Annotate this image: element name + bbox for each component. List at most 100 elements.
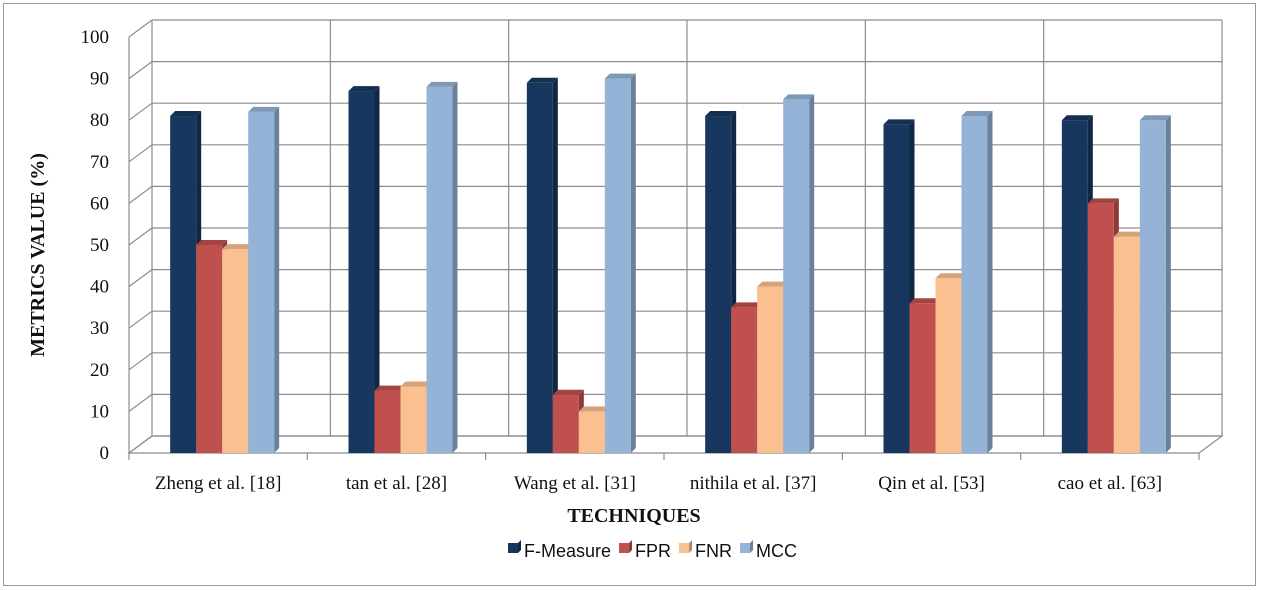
- legend-item: FPR: [619, 540, 671, 561]
- bar-front: [731, 307, 758, 453]
- y-tick-label: 100: [81, 27, 110, 48]
- x-axis-ticks: Zheng et al. [18] tan et al. [28] Wang et …: [155, 473, 1162, 494]
- legend-swatch-side: [518, 540, 521, 553]
- bar-front: [348, 91, 375, 453]
- bar-front: [1061, 120, 1088, 453]
- bar-side: [374, 86, 380, 453]
- bar-top: [731, 302, 763, 308]
- legend: F-Measure FPR FNR MCC: [508, 540, 797, 561]
- y-tick-label: 30: [90, 318, 109, 339]
- bar-top: [757, 281, 789, 287]
- bar-fnr: [222, 244, 254, 453]
- bar-front: [1139, 120, 1166, 453]
- bar-top: [961, 111, 993, 117]
- bar-front: [400, 386, 427, 453]
- bar-front: [248, 111, 275, 453]
- bar-f-measure: [526, 77, 558, 453]
- bar-side: [809, 94, 815, 454]
- grid-layer: [127, 19, 1224, 460]
- legend-swatch-side: [750, 540, 754, 553]
- gridline-side: [128, 61, 153, 80]
- bar-mcc: [961, 111, 993, 453]
- bar-top: [1113, 231, 1145, 237]
- bars-layer: [170, 73, 1171, 454]
- bar-front: [1113, 236, 1140, 453]
- y-axis-title: METRICS VALUE (%): [27, 153, 49, 357]
- bar-side: [987, 111, 993, 453]
- bar-mcc: [426, 81, 458, 454]
- bar-front: [1087, 203, 1114, 453]
- bar-front: [170, 116, 197, 453]
- legend-swatch: [508, 543, 518, 553]
- bar-front: [783, 99, 810, 454]
- legend-swatch-side: [629, 540, 633, 553]
- y-tick-label: 80: [90, 110, 109, 131]
- bar-front: [196, 245, 223, 453]
- y-tick-label: 10: [90, 401, 109, 422]
- bar-side: [452, 81, 458, 454]
- bar-front: [909, 303, 936, 453]
- legend-swatch: [619, 543, 630, 553]
- bar-side: [552, 77, 558, 453]
- gridline-side: [128, 227, 153, 246]
- legend-label: MCC: [756, 541, 797, 561]
- gridline-side: [128, 435, 153, 454]
- bar-front: [757, 286, 784, 453]
- x-tick-label: cao et al. [63]: [1058, 473, 1162, 494]
- bar-front: [426, 86, 453, 454]
- bar-top: [400, 381, 432, 387]
- bar-top: [552, 389, 584, 395]
- gridline-side: [128, 352, 153, 371]
- y-tick-label: 40: [90, 277, 109, 298]
- bar-front: [222, 249, 249, 453]
- legend-label: F-Measure: [524, 541, 611, 561]
- legend-item: F-Measure: [508, 540, 611, 561]
- legend-swatch: [740, 543, 751, 553]
- gridline-side: [128, 393, 153, 412]
- bar-front: [961, 116, 988, 453]
- bar-top: [374, 385, 406, 391]
- bar-mcc: [1139, 115, 1171, 453]
- legend-item: FNR: [679, 540, 732, 561]
- bar-top: [1139, 115, 1171, 121]
- legend-swatch: [679, 543, 690, 553]
- y-tick-label: 60: [90, 193, 109, 214]
- legend-swatch-side: [689, 540, 693, 553]
- legend-label: FNR: [695, 541, 732, 561]
- bar-top: [222, 244, 254, 250]
- y-tick-label: 70: [90, 152, 109, 173]
- bar-front: [526, 82, 553, 453]
- bar-top: [883, 119, 915, 125]
- bar-top: [705, 111, 737, 117]
- bar-top: [426, 81, 458, 87]
- x-tick-label: nithila et al. [37]: [690, 473, 817, 494]
- y-tick-label: 50: [90, 235, 109, 256]
- legend-label: FPR: [635, 541, 671, 561]
- bar-top: [604, 73, 636, 79]
- gridline-side: [128, 144, 153, 163]
- bar-top: [578, 406, 610, 412]
- bar-top: [909, 298, 941, 304]
- chart-frame: [3, 3, 1256, 586]
- legend-item: MCC: [740, 540, 797, 561]
- gridline-side: [128, 102, 153, 121]
- floor: [127, 435, 1224, 454]
- bar-side: [630, 73, 636, 453]
- y-tick-label: 20: [90, 360, 109, 381]
- x-tick-label: tan et al. [28]: [346, 473, 447, 494]
- bar-top: [348, 86, 380, 92]
- bar-top: [935, 273, 967, 279]
- gridline-side: [128, 269, 153, 288]
- bar-side: [274, 106, 280, 453]
- x-axis-title: TECHNIQUES: [567, 505, 700, 527]
- bar-front: [552, 394, 579, 453]
- bar-top: [1087, 198, 1119, 204]
- y-tick-label: 90: [90, 69, 109, 90]
- bar-top: [170, 111, 202, 117]
- gridline-side: [128, 310, 153, 329]
- bar-mcc: [783, 94, 815, 454]
- x-tick-label: Wang et al. [31]: [514, 473, 636, 494]
- bar-top: [783, 94, 815, 100]
- bar-front: [935, 278, 962, 453]
